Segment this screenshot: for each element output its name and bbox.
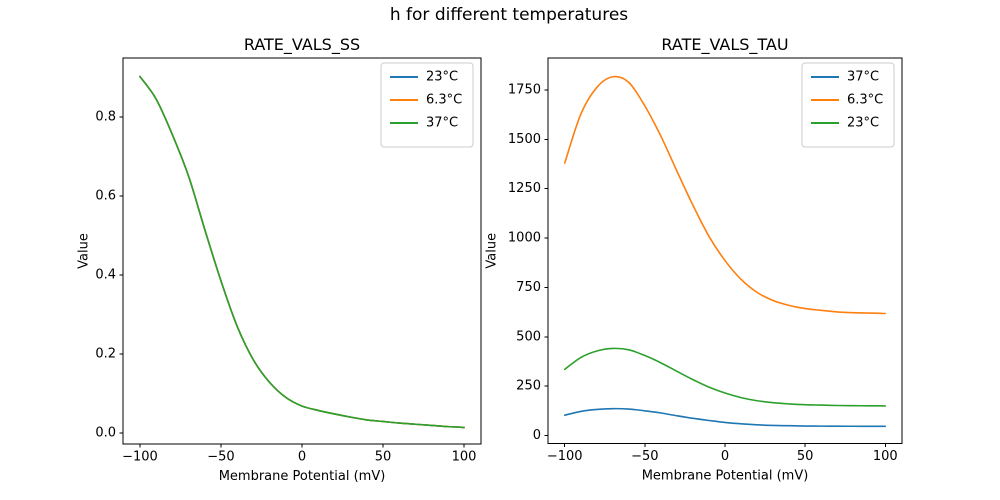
y-tick-label: 250 (516, 379, 541, 394)
y-tick-label: 1500 (508, 132, 541, 147)
y-tick-label: 0.0 (95, 425, 116, 440)
legend: 23°C 6.3°C 37°C (380, 62, 474, 148)
series-group (563, 75, 887, 428)
x-tick-label: 50 (375, 449, 392, 464)
figure-suptitle: h for different temperatures (389, 5, 629, 25)
plot-title: RATE_VALS_SS (244, 35, 360, 55)
legend-label: 23°C (847, 116, 879, 131)
series-line-37°C (563, 407, 887, 428)
y-tick-label: 0.4 (95, 267, 116, 282)
plot-title: RATE_VALS_TAU (661, 35, 788, 55)
x-tick-label: −50 (207, 449, 234, 464)
x-tick-label: 0 (298, 449, 306, 464)
plot-RATE_VALS_SS: −100 −50 0 50 100 0.0 0.2 0.4 0.6 0.8 RATE_VALS_SS… (77, 35, 482, 484)
y-tick-label: 0.6 (95, 188, 116, 203)
legend-label: 23°C (426, 70, 458, 85)
x-tick-label: −100 (122, 449, 158, 464)
plot-RATE_VALS_TAU: −100 −50 0 50 10002505007501000125015001750R… (485, 35, 903, 484)
series-line-23°C (563, 347, 887, 407)
y-axis-label: Value (485, 233, 500, 269)
legend-label: 6.3°C (847, 93, 883, 108)
legend-box (380, 62, 474, 148)
x-tick-label: −100 (547, 449, 583, 464)
series-line-6.3°C (563, 75, 887, 315)
x-tick-label: 100 (452, 449, 477, 464)
y-axis-label: Value (77, 233, 92, 269)
legend: 37°C 6.3°C 23°C (801, 62, 895, 148)
y-tick-label: 0.8 (95, 109, 116, 124)
legend-label: 37°C (847, 70, 879, 85)
y-tick-label: 1250 (508, 181, 541, 196)
y-tick-label: 750 (516, 280, 541, 295)
y-tick-label: 1000 (508, 231, 541, 246)
x-axis-label: Membrane Potential (mV) (219, 469, 386, 484)
legend-box (801, 62, 895, 148)
x-tick-label: 50 (797, 449, 814, 464)
series-group (139, 75, 465, 429)
y-tick-label: 0.2 (95, 346, 116, 361)
y-tick-label: 500 (516, 329, 541, 344)
x-tick-label: 100 (873, 449, 898, 464)
x-axis-label: Membrane Potential (mV) (642, 469, 809, 484)
y-tick-label: 0 (533, 428, 541, 443)
x-tick-label: −50 (631, 449, 658, 464)
x-tick-label: 0 (721, 449, 729, 464)
y-tick-label: 1750 (508, 82, 541, 97)
legend-label: 6.3°C (426, 93, 462, 108)
series-line-37°C (139, 75, 465, 429)
legend-label: 37°C (426, 116, 458, 131)
